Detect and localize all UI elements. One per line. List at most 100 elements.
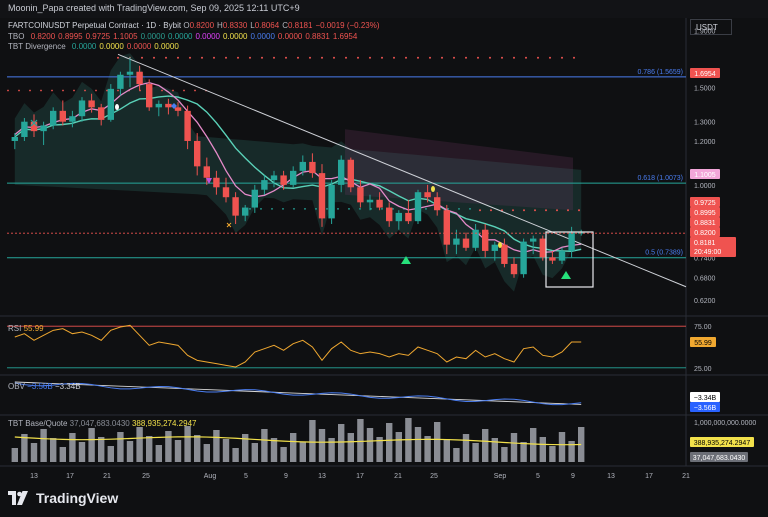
volume-bar [482,429,489,462]
price-tick: 0.6800 [694,276,716,283]
volume-bar [357,419,364,462]
volume-bar [309,420,316,462]
tbo-value: 0.0000 [140,32,166,41]
time-tick: 9 [284,473,288,480]
tbt-legend: TBT Base/Quote 37,047,683.0430 388,935,2… [8,419,196,428]
volume-bar [40,429,47,462]
volume-bar [462,434,470,462]
volume-bar [299,442,306,462]
rsi-value: 55.99 [23,324,44,333]
obv-value-1: −3.56B [27,382,53,391]
time-tick: 9 [571,473,575,480]
currency-selector[interactable]: USDT [690,19,732,35]
volume-bar [424,436,431,462]
candle [578,232,585,234]
candle [280,175,287,185]
candle [347,159,354,188]
support-dot [249,207,251,210]
support-dot [348,207,350,210]
obv-label[interactable]: OBV [8,382,25,391]
resistance-dot [321,56,323,59]
chart-canvas[interactable]: 0.786 (1.5659) 0.618 (1.0073) 0.5 (0.7389)… [0,0,768,484]
obv-value-2: −3.34B [54,382,81,391]
alert-marker [115,104,119,110]
candle [520,241,527,275]
rsi-label[interactable]: RSI [8,324,22,333]
tbt-value-1: 37,047,683.0430 [69,419,130,428]
volume-bar [30,443,38,462]
price-tag-label: 1.1005 [694,172,716,179]
candle [232,197,239,216]
resistance-dot [369,56,371,59]
resistance-dot [525,56,527,59]
obv-tag [690,402,720,412]
tbod-legend: TBT Divergence 0.0000 0.0000 0.0000 0.0000 [8,42,182,51]
fib-label: 0.786 (1.5659) [637,69,683,76]
alert-marker [431,186,435,192]
resistance-dot [29,89,31,92]
price-tag [690,169,720,179]
obv-tag-label: −3.34B [694,395,717,402]
volume-bar [261,429,268,462]
trendline [117,53,687,288]
candle [98,107,105,120]
resistance-dot [405,56,407,59]
tbod-label[interactable]: TBT Divergence [8,42,66,51]
candle [491,244,498,251]
tbt-label[interactable]: TBT Base/Quote [8,419,68,428]
symbol-title[interactable]: FARTCOINUSDT Perpetual Contract · 1D · B… [8,21,182,30]
rsi-value-tag [690,337,716,348]
obv-line [14,382,582,406]
resistance-dot [512,209,514,212]
ohlc-values: O0.8200 H0.8330 L0.8064 C0.8181 −0.0019 (−0.… [183,21,382,30]
volume-bar [213,430,220,462]
resistance-dot [237,56,239,59]
time-tick: 17 [66,473,74,480]
support-dot [282,207,284,210]
candle [376,199,383,208]
resistance-dot [213,56,215,59]
tbo-values: 0.8200 0.8995 0.9725 1.1005 0.0000 0.0000 0.00… [31,32,361,41]
price-tag-label: 0.9725 [694,200,716,207]
tbo-cloud [14,53,582,292]
cross-marker [30,119,38,127]
fib-label: 0.618 (1.0073) [637,175,683,182]
resistance-dot [225,56,227,59]
volume-bar [443,439,450,462]
tbo-label[interactable]: TBO [8,32,25,41]
candle [251,189,258,208]
candle [174,107,182,111]
volume-bar [88,428,95,462]
volume-bar [21,434,28,462]
candle [242,207,249,216]
volume-bar [366,428,374,462]
tbo-value: 0.8200 [30,32,56,41]
candle [309,161,316,174]
buy-signal-marker [401,256,411,264]
support-dot [271,207,273,210]
buy-signal-marker [561,271,571,279]
candle [357,187,364,203]
candle [270,175,278,181]
tradingview-logo[interactable]: TradingView [8,490,118,506]
tbo-value: 1.6954 [332,32,358,41]
time-tick: 5 [244,473,248,480]
volume-bar [11,448,18,462]
time-tick: 17 [356,473,364,480]
resistance-dot [309,56,311,59]
candle [558,250,566,261]
volume-bar [491,438,498,462]
candle [462,238,470,248]
support-dot [469,207,471,210]
price-tick: 0.6200 [694,298,716,305]
volume-bar [174,440,182,462]
candle [424,192,431,198]
resistance-dot [534,209,536,212]
tbo-value: 0.9725 [85,32,111,41]
tbt-tag [690,452,748,462]
tbod-value: 0.0000 [126,42,152,51]
tbo-cloud-bearish [345,129,573,211]
resistance-dot [333,56,335,59]
volume-bar [318,429,326,462]
resistance-dot [95,89,97,92]
